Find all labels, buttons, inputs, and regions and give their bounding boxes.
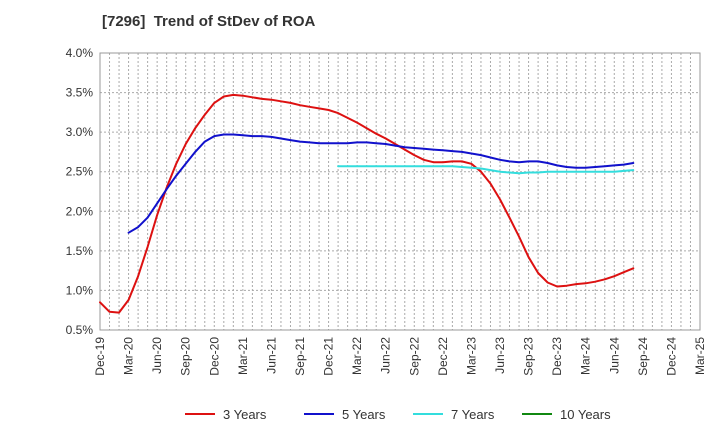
x-tick-label: Mar-24 <box>579 337 593 375</box>
legend-label: 7 Years <box>451 407 495 422</box>
y-tick-label: 3.5% <box>66 86 94 100</box>
y-tick-label: 1.0% <box>66 283 94 297</box>
grid <box>100 53 700 330</box>
legend-label: 5 Years <box>342 407 386 422</box>
y-tick-label: 0.5% <box>66 323 94 337</box>
y-tick-label: 4.0% <box>66 46 94 60</box>
y-tick-label: 1.5% <box>66 244 94 258</box>
y-axis-ticks: 0.5% 1.0% 1.5% 2.0% 2.5% 3.0% 3.5% 4.0% <box>66 46 94 337</box>
plot-frame <box>99 52 701 331</box>
legend-label: 10 Years <box>560 407 611 422</box>
x-axis-ticks: Dec-19 Mar-20 Jun-20 Sep-20 Dec-20 Mar-21 Jun-… <box>93 337 707 376</box>
x-tick-label: Mar-22 <box>350 337 364 375</box>
series-line <box>99 93 635 314</box>
x-tick-label: Jun-23 <box>493 337 507 374</box>
x-tick-label: Jun-22 <box>379 337 393 374</box>
legend-label: 3 Years <box>223 407 267 422</box>
series-lines <box>99 93 635 314</box>
legend: 3 Years 5 Years 7 Years 10 Years <box>185 407 611 422</box>
x-tick-label: Jun-21 <box>264 337 278 374</box>
series-line <box>337 165 635 175</box>
x-tick-label: Jun-20 <box>150 337 164 374</box>
x-tick-label: Dec-20 <box>207 337 221 376</box>
chart-title: [7296] Trend of StDev of ROA <box>102 13 316 30</box>
x-tick-label: Mar-23 <box>464 337 478 375</box>
x-tick-label: Sep-24 <box>636 337 650 376</box>
x-tick-label: Jun-24 <box>607 337 621 374</box>
x-tick-label: Dec-21 <box>322 337 336 376</box>
x-tick-label: Sep-21 <box>293 337 307 376</box>
y-tick-label: 2.5% <box>66 165 94 179</box>
x-tick-label: Dec-24 <box>664 337 678 376</box>
x-tick-label: Dec-19 <box>93 337 107 376</box>
x-tick-label: Sep-23 <box>522 337 536 376</box>
x-tick-label: Dec-22 <box>436 337 450 376</box>
y-tick-label: 3.0% <box>66 125 94 139</box>
x-tick-label: Sep-20 <box>179 337 193 376</box>
y-tick-label: 2.0% <box>66 204 94 218</box>
x-tick-label: Dec-23 <box>550 337 564 376</box>
x-tick-label: Mar-20 <box>122 337 136 375</box>
x-tick-label: Mar-21 <box>236 337 250 375</box>
series-line <box>127 133 635 234</box>
x-tick-label: Sep-22 <box>407 337 421 376</box>
x-tick-label: Mar-25 <box>693 337 707 375</box>
